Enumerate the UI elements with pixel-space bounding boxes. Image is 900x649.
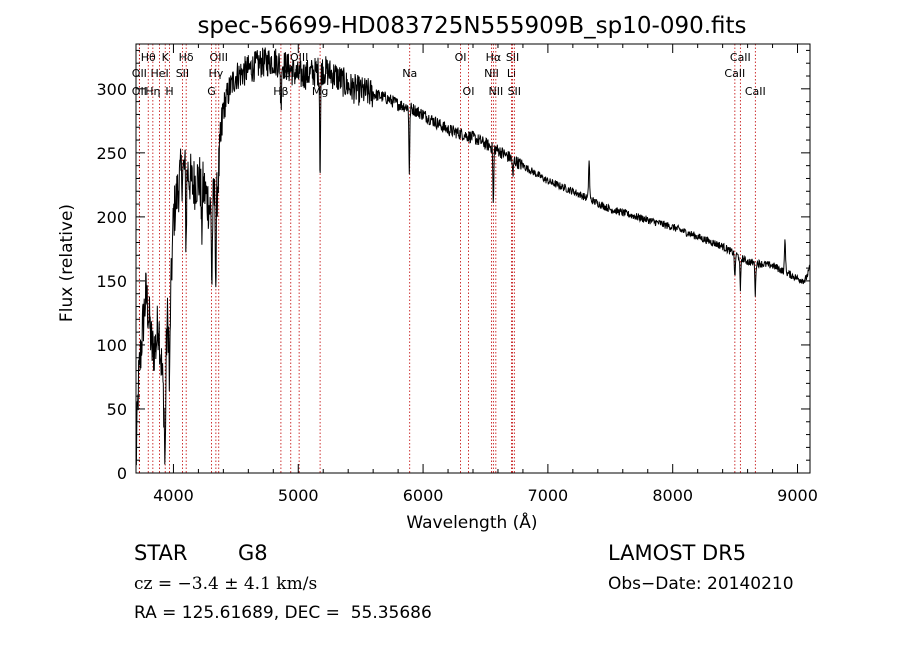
marker-label: OIII [210, 51, 228, 64]
marker-label: CaII [730, 51, 751, 64]
marker-label: HeI [150, 67, 168, 80]
object-type: STAR [134, 541, 188, 565]
marker-label: CaII [745, 85, 766, 98]
redshift-text: cz = −3.4 ± 4.1 km/s [134, 574, 318, 594]
x-tick-label: 8000 [652, 486, 693, 505]
marker-label: H [165, 85, 173, 98]
x-tick-label: 4000 [153, 486, 194, 505]
marker-label: G [207, 85, 216, 98]
marker-label: Mg [312, 85, 328, 98]
y-tick-label: 300 [96, 80, 127, 99]
x-tick-label: 9000 [777, 486, 818, 505]
x-tick-label: 6000 [403, 486, 444, 505]
marker-label: Hα [486, 51, 502, 64]
y-tick-label: 50 [107, 400, 127, 419]
marker-label: SII [508, 85, 521, 98]
marker-label: OIII [290, 51, 308, 64]
marker-label: Li [507, 67, 516, 80]
y-tick-label: 0 [117, 464, 127, 483]
coordinates: RA = 125.61689, DEC = 55.35686 [134, 603, 432, 623]
marker-label: SII [506, 51, 519, 64]
marker-label: OI [455, 51, 467, 64]
marker-label: Hθ [141, 51, 156, 64]
object-subclass: G8 [238, 541, 268, 565]
x-axis-label: Wavelength (Å) [406, 511, 537, 533]
spectrum-line [135, 47, 811, 466]
x-tick-label: 7000 [528, 486, 569, 505]
x-tick-label: 5000 [278, 486, 319, 505]
axis-ticks: 4000 5000 6000 7000 8000 9000 0 50 100 150 200 250 3… [96, 44, 818, 505]
marker-label: Na [402, 67, 417, 80]
chart-title: spec-56699-HD083725N555909B_sp10-090.fit… [197, 13, 746, 39]
marker-label: Hδ [179, 51, 194, 64]
obs-date: Obs−Date: 20140210 [608, 574, 794, 594]
marker-label: NII [484, 67, 499, 80]
survey-label: LAMOST DR5 [608, 541, 747, 565]
marker-label: NII [488, 85, 503, 98]
marker-label: CaII [724, 67, 745, 80]
plot-frame [135, 43, 811, 474]
marker-label: SII [176, 67, 189, 80]
y-tick-label: 150 [96, 272, 127, 291]
marker-label: Hβ [273, 85, 288, 98]
y-tick-label: 200 [96, 208, 127, 227]
marker-label: Hη [145, 85, 160, 98]
y-tick-label: 250 [96, 144, 127, 163]
marker-label: Hγ [208, 67, 223, 80]
y-tick-label: 100 [96, 336, 127, 355]
marker-label: OI [463, 85, 475, 98]
marker-label: K [162, 51, 170, 64]
y-axis-label: Flux (relative) [57, 204, 77, 322]
